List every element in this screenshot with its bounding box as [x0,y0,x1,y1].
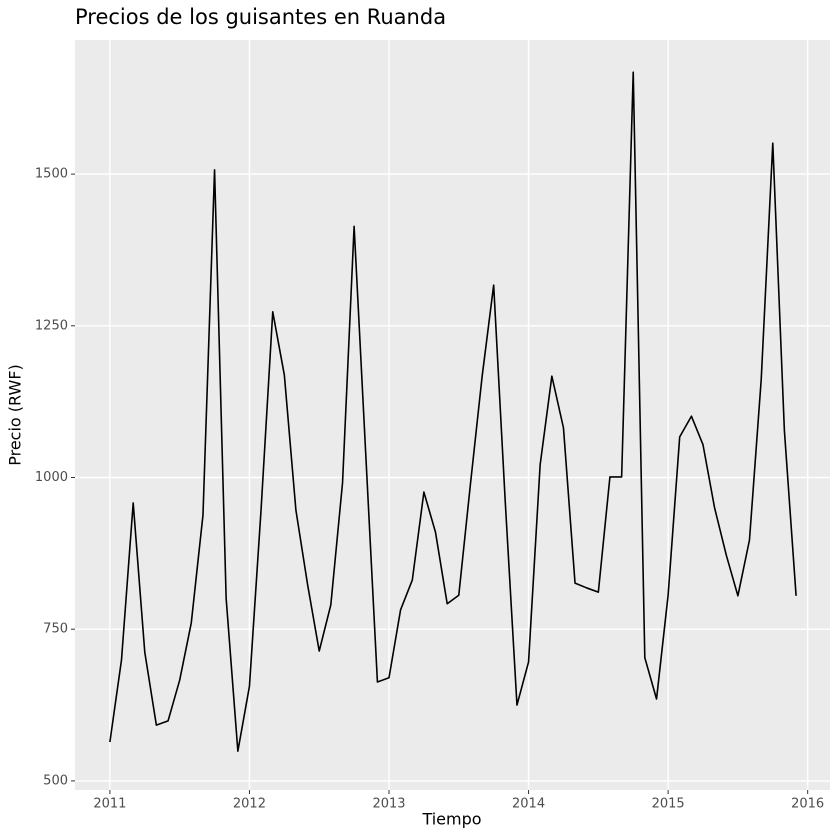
x-tick-label: 2014 [512,797,545,812]
y-tick-label: 1250 [35,318,68,333]
y-tick-label: 1500 [35,167,68,182]
x-axis-label: Tiempo [421,810,481,829]
line-series [109,71,797,752]
x-tick-label: 2013 [372,797,405,812]
x-tick-label: 2011 [93,797,126,812]
x-tick-label: 2012 [233,797,266,812]
x-tick-label: 2016 [791,797,824,812]
y-tick-label: 1000 [35,470,68,485]
y-tick-label: 750 [43,622,68,637]
x-tick-label: 2015 [652,797,685,812]
y-tick-label: 500 [43,773,68,788]
plot-panel [75,40,830,790]
y-axis-label: Precio (RWF) [6,364,25,466]
chart-title: Precios de los guisantes en Ruanda [75,5,446,29]
